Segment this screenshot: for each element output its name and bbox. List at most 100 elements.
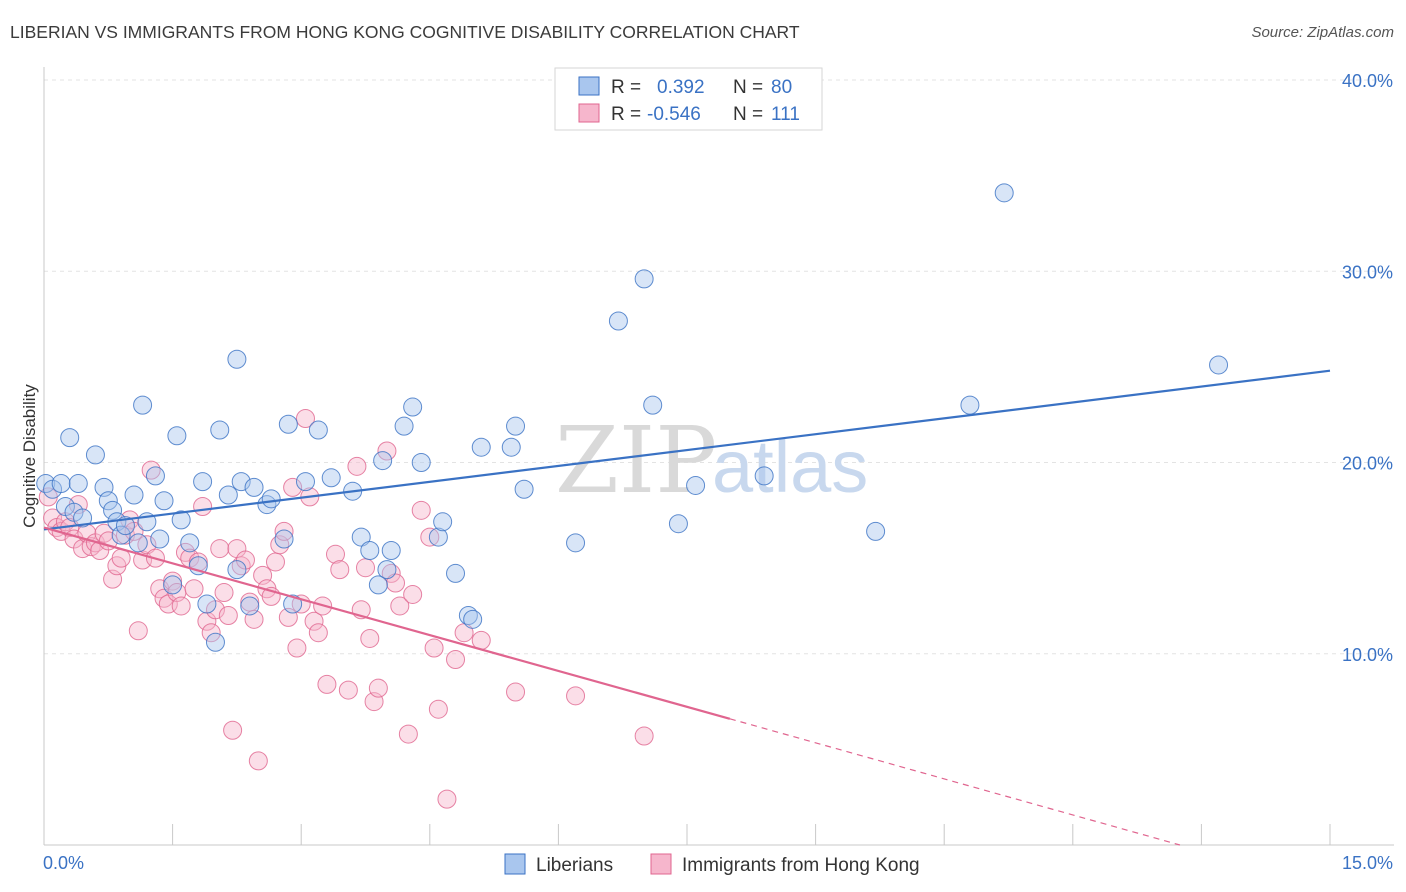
data-point-liberians <box>308 420 328 440</box>
data-point-liberians <box>446 563 466 583</box>
trend-line-liberians <box>43 369 1331 531</box>
data-point-hong-kong <box>210 539 230 559</box>
data-point-liberians <box>381 540 401 560</box>
data-point-liberians <box>115 516 135 536</box>
data-point-liberians <box>506 416 526 436</box>
y-tick-label: 10.0% <box>1342 645 1393 665</box>
data-point-liberians <box>133 395 153 415</box>
data-point-liberians <box>111 525 131 545</box>
data-point-hong-kong <box>506 682 526 702</box>
tick-labels: 10.0% 20.0% 30.0% 40.0% 0.0% 15.0% <box>43 71 1393 873</box>
data-point-liberians <box>218 485 238 505</box>
data-point-hong-kong <box>446 649 466 669</box>
data-point-hong-kong <box>43 508 63 528</box>
data-point-liberians <box>643 395 663 415</box>
data-point-hong-kong <box>214 583 234 603</box>
legend-n-value-1: 80 <box>771 77 792 98</box>
data-point-liberians <box>240 596 260 616</box>
data-point-liberians <box>231 472 251 492</box>
data-point-liberians <box>124 485 144 505</box>
trend-line-hong-kong-extension <box>729 718 1181 846</box>
data-point-liberians <box>278 414 298 434</box>
axes <box>43 67 1394 846</box>
data-point-hong-kong <box>566 686 586 706</box>
data-point-liberians <box>433 512 453 532</box>
legend-r-label-2: R = <box>611 104 641 125</box>
data-point-liberians <box>197 594 217 614</box>
data-point-hong-kong <box>338 680 358 700</box>
data-point-liberians <box>351 527 371 547</box>
data-point-liberians <box>566 533 586 553</box>
data-point-liberians <box>1209 355 1229 375</box>
series-immigrants-from-hong-kong <box>38 409 654 809</box>
data-point-liberians <box>68 474 88 494</box>
data-point-hong-kong <box>428 699 448 719</box>
data-point-liberians <box>128 533 148 553</box>
data-point-liberians <box>394 416 414 436</box>
data-point-liberians <box>227 349 247 369</box>
data-point-hong-kong <box>360 628 380 648</box>
data-point-liberians <box>373 451 393 471</box>
data-point-liberians <box>163 575 183 595</box>
data-point-liberians <box>360 540 380 560</box>
legend-r-label-1: R = <box>611 77 641 98</box>
x-tick-label: 15.0% <box>1342 853 1393 873</box>
legend-r-value-1: 0.392 <box>657 77 705 98</box>
y-tick-label: 30.0% <box>1342 262 1393 282</box>
data-point-hong-kong <box>184 579 204 599</box>
stats-legend: R = 0.392 N = 80 R = -0.546 N = 111 <box>554 67 823 131</box>
data-point-hong-kong <box>295 409 315 429</box>
data-point-hong-kong <box>308 623 328 643</box>
y-axis-title: Cognitive Disability <box>20 384 39 528</box>
trend-lines <box>43 369 1331 846</box>
series-legend: Liberians Immigrants from Hong Kong <box>504 853 920 876</box>
data-point-hong-kong <box>377 441 397 461</box>
data-point-hong-kong <box>98 531 118 551</box>
legend-n-label-2: N = <box>733 104 763 125</box>
data-point-liberians <box>411 453 431 472</box>
data-point-hong-kong <box>386 573 406 593</box>
chart-title: LIBERIAN VS IMMIGRANTS FROM HONG KONG CO… <box>10 22 800 42</box>
data-point-liberians <box>73 508 93 528</box>
data-point-hong-kong <box>287 638 307 658</box>
data-point-hong-kong <box>403 584 423 604</box>
data-point-liberians <box>501 437 521 457</box>
data-point-liberians <box>686 475 706 495</box>
data-point-hong-kong <box>201 623 221 643</box>
legend-swatch-pink <box>578 103 600 123</box>
y-tick-label: 20.0% <box>1342 454 1393 474</box>
data-point-liberians <box>150 529 170 549</box>
data-point-liberians <box>85 445 105 465</box>
data-point-liberians <box>428 527 448 547</box>
data-point-liberians <box>193 472 213 492</box>
legend-liberians-swatch <box>504 853 526 875</box>
data-point-hong-kong <box>248 751 268 771</box>
chart-source: Source: ZipAtlas.com <box>1251 24 1394 41</box>
legend-swatch-blue <box>578 76 600 96</box>
data-point-liberians <box>634 269 654 289</box>
data-point-hong-kong <box>634 726 654 746</box>
data-point-hong-kong <box>437 789 457 809</box>
data-point-hong-kong <box>347 456 367 476</box>
data-point-liberians <box>167 426 187 446</box>
data-point-liberians <box>668 514 688 534</box>
data-point-hong-kong <box>411 500 431 520</box>
data-point-liberians <box>377 560 397 580</box>
x-tick-label: 0.0% <box>43 853 84 873</box>
data-point-hong-kong <box>283 477 303 497</box>
data-point-liberians <box>754 466 774 486</box>
data-point-liberians <box>295 472 315 492</box>
data-point-liberians <box>227 560 247 580</box>
data-point-liberians <box>171 510 191 530</box>
data-point-liberians <box>463 609 483 629</box>
legend-hong-kong-swatch <box>650 853 672 875</box>
data-point-liberians <box>210 420 230 440</box>
data-point-hong-kong <box>223 720 243 740</box>
data-point-liberians <box>154 491 174 511</box>
data-point-liberians <box>960 395 980 415</box>
legend-r-value-2: -0.546 <box>647 104 701 125</box>
data-point-liberians <box>244 477 264 497</box>
watermark-atlas: atlas <box>712 425 868 508</box>
data-point-liberians <box>608 311 628 331</box>
